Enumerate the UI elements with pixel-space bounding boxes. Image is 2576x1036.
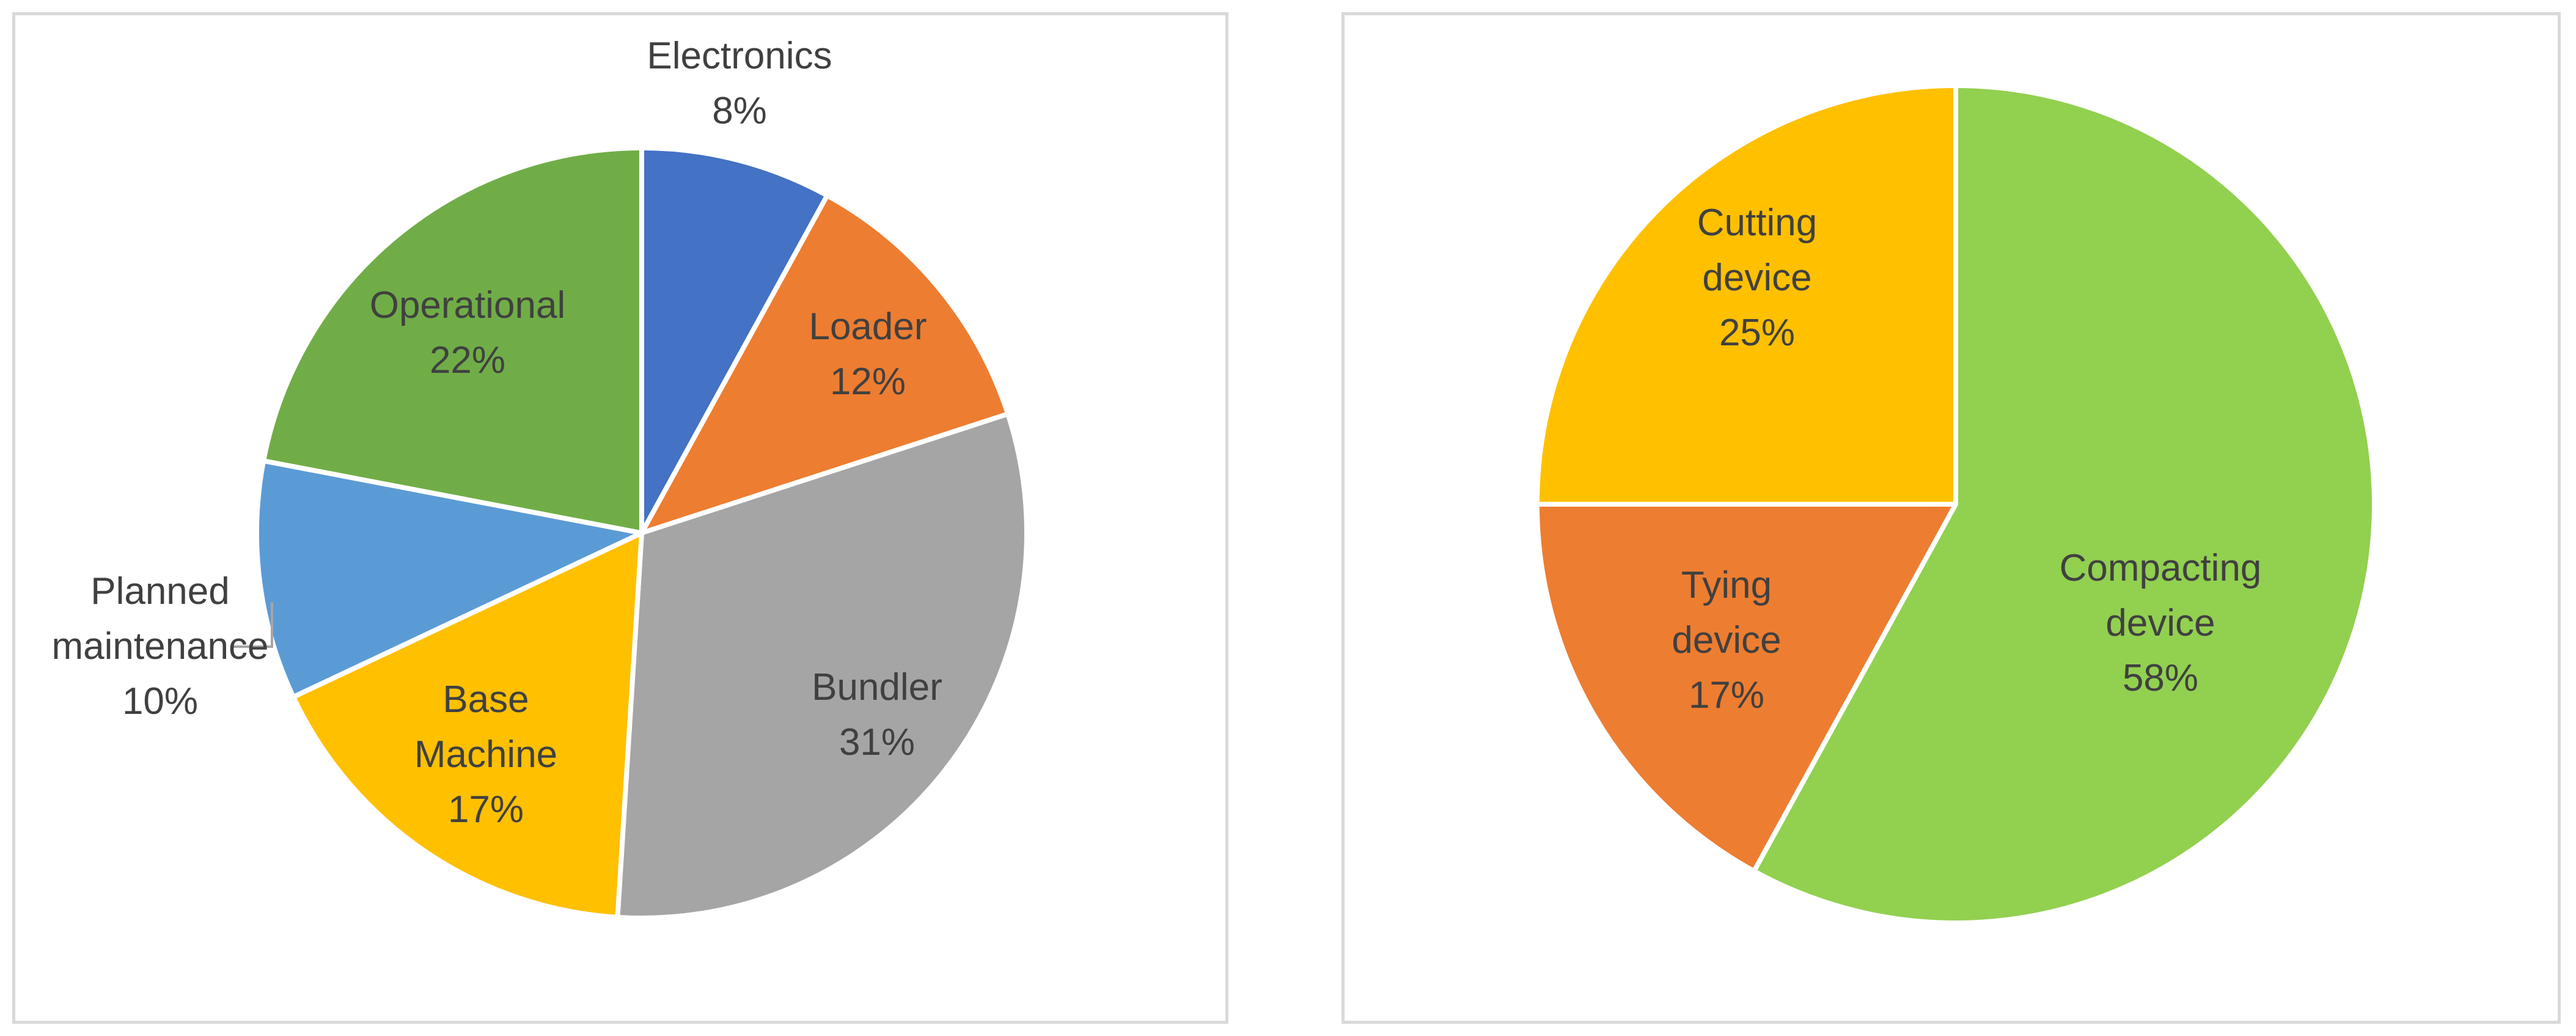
data-label-base-machine: Base Machine 17% — [414, 678, 557, 831]
data-label-compacting-device: Compacting device 58% — [2060, 547, 2262, 699]
data-label-loader: Loader 12% — [809, 306, 927, 403]
data-label-operational: Operational 22% — [370, 284, 566, 381]
data-label-cutting-device: Cutting device 25% — [1697, 202, 1817, 354]
data-label-tying-device: Tying device 17% — [1671, 564, 1781, 716]
pie-slice-loader — [639, 193, 1011, 535]
pie-slice-compacting-device — [1752, 83, 2377, 925]
leader-line-planned-maintenance — [232, 602, 273, 648]
data-label-bundler: Bundler 31% — [812, 666, 942, 763]
data-label-electronics: Electronics 8% — [647, 35, 832, 132]
pie-slice-planned-maintenance — [254, 458, 644, 700]
pie-slice-cutting-device — [1535, 83, 1958, 507]
data-label-planned-maintenance: Planned maintenance 10% — [51, 570, 268, 722]
pie-slice-electronics — [639, 145, 830, 535]
pie-slice-tying-device — [1535, 502, 1958, 874]
pie-slice-base-machine — [290, 531, 644, 920]
pie-slice-operational — [261, 145, 644, 535]
pie-slice-bundler — [615, 411, 1029, 921]
